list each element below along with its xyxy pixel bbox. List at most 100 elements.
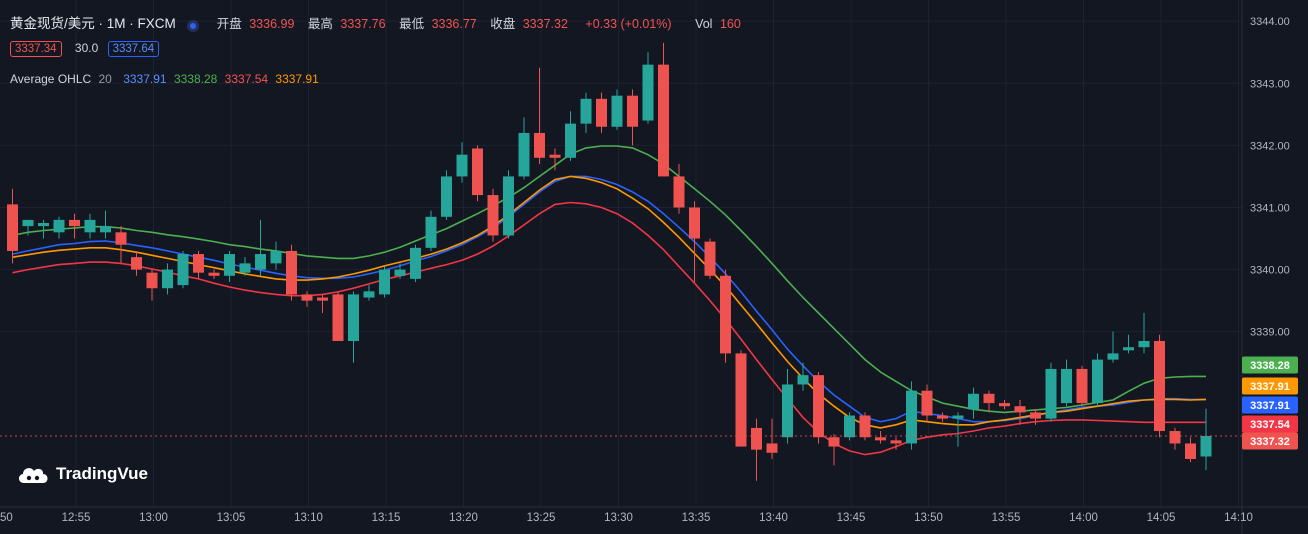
candle-body [766,443,778,453]
time-tick-label: 14:05 [1147,512,1176,524]
candle [317,294,328,314]
price-tag-bg [1242,377,1298,395]
price-tag: 3338.28 [1242,356,1298,374]
logo: TradingVue [16,463,148,485]
price-tag-bg [1242,432,1298,450]
candle [658,42,669,177]
candle-body [921,390,933,416]
candle [952,412,964,447]
candle [84,213,96,239]
candle-body [7,204,18,251]
candle-body [472,148,483,196]
time-tick-label: 13:40 [759,512,788,524]
candle-body [1061,368,1072,404]
price-axis: 3344.00 3343.00 3342.00 3341.00 3340.00 3339.… [1241,0,1290,534]
candle [1014,399,1026,425]
symbol-title[interactable]: 黄金现货/美元 · 1M · FXCM [10,16,176,31]
price-tag: 3337.91 [1242,396,1298,414]
low-value: 3336.77 [431,17,477,31]
candle-body [859,415,871,438]
candle [239,257,251,276]
candle-body [1185,443,1196,459]
candle [425,210,437,251]
price-tag-label: 3337.54 [1250,419,1291,431]
time-tick-label: 13:05 [217,512,246,524]
candle [751,418,762,481]
candle-body [38,223,49,227]
time-tick-label: 13:20 [449,512,478,524]
price-tag: 3337.54 [1242,415,1298,433]
candle [7,188,18,264]
candle [875,431,886,444]
candle-body [1154,340,1165,432]
time-axis: 50 12:55 13:00 13:05 13:10 13:15 13:20 13:25 13:… [0,506,1308,524]
candle [53,216,65,239]
sell-button[interactable]: 3337.34 [10,41,62,57]
spread-value: 30.0 [74,41,99,55]
candle-body [611,95,623,127]
candle [456,142,468,183]
volume-value: 160 [719,17,741,31]
candle [983,390,995,413]
candle [1076,365,1088,407]
candle [1169,427,1181,450]
time-tick-label: 13:30 [604,512,633,524]
candle [441,170,452,220]
candle-body [239,263,251,273]
price-tick-label: 3339.00 [1250,327,1290,339]
candle [518,117,530,180]
price-tick-label: 3343.00 [1250,78,1290,90]
buy-button[interactable]: 3337.64 [107,41,160,57]
candle-body [332,294,344,341]
candle [1123,334,1134,354]
candle-body [487,195,499,236]
candle-body [208,272,220,276]
candle-body [1045,368,1057,419]
candle [1030,409,1041,425]
candle [332,291,344,341]
indicator-legend[interactable]: Average OHLC 20 3337.91 3338.28 3337.54 … [10,72,323,86]
candle-body [1200,436,1212,457]
candle-body [363,291,375,298]
low-label: 最低 [399,17,425,31]
candle-body [751,427,762,450]
ma-line [12,201,1206,456]
high-label: 最高 [307,17,333,31]
candle-body [875,437,886,441]
candle-body [782,384,793,438]
candle-body [379,269,390,295]
candle [766,418,778,459]
candle-body [301,294,313,301]
candle [286,244,297,301]
candle [1061,359,1072,407]
candle [394,263,406,279]
candle [208,269,220,279]
candle [69,213,80,239]
grid [0,0,1242,507]
logo-text: TradingVue [56,464,148,483]
candle [255,219,266,276]
candle-body [797,375,809,385]
candle [1154,334,1165,438]
candle [704,238,716,279]
candle [596,92,607,133]
candles [7,42,1212,481]
time-tick-label: 13:35 [682,512,711,524]
ma-line [12,175,1206,423]
candle-body [844,415,855,438]
candle-body [410,247,421,279]
candle [797,362,809,391]
time-tick-label: 13:00 [139,512,168,524]
candle-body [673,176,685,208]
candle-body [394,269,406,276]
candle-body [162,269,173,289]
price-tag-label: 3337.32 [1250,436,1290,448]
candle [115,226,127,264]
time-tick-label: 50 [0,512,13,524]
candle-body [1030,412,1041,419]
candle [379,266,390,298]
candle [1185,437,1196,463]
candle [410,244,421,282]
